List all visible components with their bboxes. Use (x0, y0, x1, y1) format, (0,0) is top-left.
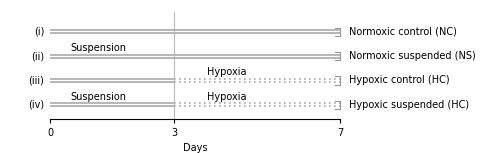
Text: Hypoxia: Hypoxia (208, 67, 247, 77)
Text: Hypoxic suspended (HC): Hypoxic suspended (HC) (348, 100, 469, 110)
Text: (iv): (iv) (28, 100, 44, 110)
Text: Normoxic control (NC): Normoxic control (NC) (348, 27, 457, 37)
Text: (ii): (ii) (31, 51, 44, 61)
Text: Normoxic suspended (NS): Normoxic suspended (NS) (348, 51, 476, 61)
Text: Hypoxic control (HC): Hypoxic control (HC) (348, 75, 450, 85)
Text: (i): (i) (34, 27, 44, 37)
Text: (iii): (iii) (28, 75, 44, 85)
X-axis label: Days: Days (182, 143, 207, 153)
Text: Suspension: Suspension (70, 43, 126, 53)
Text: Suspension: Suspension (70, 92, 126, 102)
Text: Hypoxia: Hypoxia (208, 92, 247, 102)
